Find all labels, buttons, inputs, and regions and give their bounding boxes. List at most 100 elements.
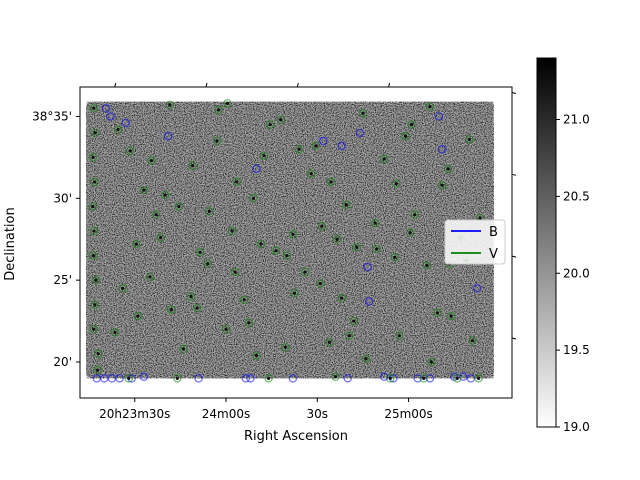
x-tick-label: 30s	[307, 407, 329, 421]
series-v	[88, 99, 485, 383]
colorbar-tick-label: 20.5	[563, 189, 590, 203]
marker-b-point	[288, 374, 298, 383]
marker-b-point	[472, 284, 482, 293]
marker-b-point	[246, 374, 255, 383]
marker-v-point	[145, 272, 155, 282]
marker-v-point	[282, 251, 292, 260]
star-core	[403, 134, 408, 138]
top-tick-mark	[296, 82, 299, 88]
star-core	[361, 111, 365, 115]
marker-v-point	[419, 374, 429, 383]
marker-b-point	[252, 164, 261, 174]
series-b	[92, 104, 482, 383]
marker-v-point	[316, 279, 325, 288]
star-core	[195, 306, 199, 310]
star-core	[206, 262, 210, 266]
star-core	[120, 286, 125, 290]
marker-v-point	[91, 275, 101, 285]
marker-v-point	[160, 190, 170, 200]
y-axis-label: Declination	[3, 207, 18, 281]
star-core	[216, 108, 221, 112]
star-core	[449, 314, 453, 318]
star-core	[314, 144, 318, 148]
marker-v-point	[265, 120, 275, 129]
marker-v-point	[214, 105, 223, 115]
star-core	[224, 327, 228, 331]
marker-v-point	[433, 308, 442, 318]
star-core	[168, 103, 172, 107]
star-core	[429, 360, 433, 364]
marker-v-point	[465, 135, 474, 144]
marker-v-point	[89, 104, 98, 113]
marker-v-point	[252, 351, 261, 360]
marker-v-point	[240, 295, 249, 305]
star-core	[410, 123, 414, 127]
y-tick-label: 20'	[53, 355, 72, 369]
marker-v-point	[212, 136, 222, 146]
star-core	[225, 101, 230, 105]
marker-v-point	[249, 194, 258, 203]
marker-v-point	[425, 102, 435, 111]
marker-v-point	[88, 202, 98, 211]
star-core	[297, 147, 301, 151]
marker-b-point	[459, 372, 468, 381]
marker-v-point	[443, 164, 453, 174]
marker-b-point	[241, 374, 251, 383]
y-ticks: 38°35' 30' 25' 20'	[32, 109, 80, 369]
star-core	[428, 105, 432, 109]
star-core	[175, 376, 179, 380]
marker-v-point	[223, 99, 232, 108]
marker-b-point	[106, 112, 115, 121]
marker-v-point	[386, 374, 395, 383]
marker-v-point	[256, 239, 266, 249]
marker-v-point	[90, 300, 100, 309]
colorbar: 19.0 19.5 20.0 20.5 21.0	[536, 57, 590, 434]
star-core	[207, 209, 211, 213]
marker-v-point	[370, 218, 380, 228]
marker-b-point	[434, 112, 444, 121]
marker-v-point	[332, 234, 342, 244]
marker-v-point	[300, 267, 310, 277]
star-core	[177, 204, 181, 209]
star-core	[340, 296, 344, 300]
star-core	[375, 247, 379, 251]
star-core	[352, 319, 356, 323]
marker-v-point	[244, 318, 254, 327]
marker-v-point	[133, 311, 143, 321]
star-core	[169, 308, 173, 312]
right-tick-mark	[511, 173, 517, 176]
marker-v-point	[179, 344, 188, 354]
marker-b-point	[337, 141, 346, 151]
marker-b-point	[163, 131, 173, 141]
star-core	[113, 330, 117, 335]
marker-v-point	[407, 120, 416, 129]
star-core	[134, 242, 138, 246]
marker-v-point	[331, 372, 340, 381]
marker-v-point	[173, 374, 182, 383]
colorbar-tick-label: 21.0	[563, 113, 590, 127]
star-core	[254, 353, 259, 358]
star-core	[347, 334, 351, 338]
star-core	[267, 376, 271, 380]
marker-b-point	[139, 372, 149, 381]
marker-v-point	[281, 343, 290, 352]
marker-b-point	[121, 118, 130, 128]
marker-v-point	[372, 244, 381, 254]
marker-v-point	[358, 108, 368, 118]
marker-b-point	[425, 374, 435, 383]
right-ticks	[511, 91, 517, 340]
star-core	[247, 321, 251, 325]
star-core	[425, 263, 429, 268]
top-tick-mark	[388, 82, 391, 88]
marker-v-point	[90, 128, 100, 138]
star-core	[422, 376, 426, 380]
y-tick-label: 25'	[53, 273, 72, 287]
x-tick-label: 20h23m30s	[99, 407, 170, 421]
marker-b-point	[115, 374, 124, 383]
colorbar-tick-label: 19.5	[563, 343, 590, 357]
star-core	[215, 139, 219, 143]
marker-b-point	[343, 374, 352, 383]
marker-v-point	[139, 185, 149, 195]
marker-v-point	[167, 305, 176, 314]
star-core	[91, 204, 95, 209]
